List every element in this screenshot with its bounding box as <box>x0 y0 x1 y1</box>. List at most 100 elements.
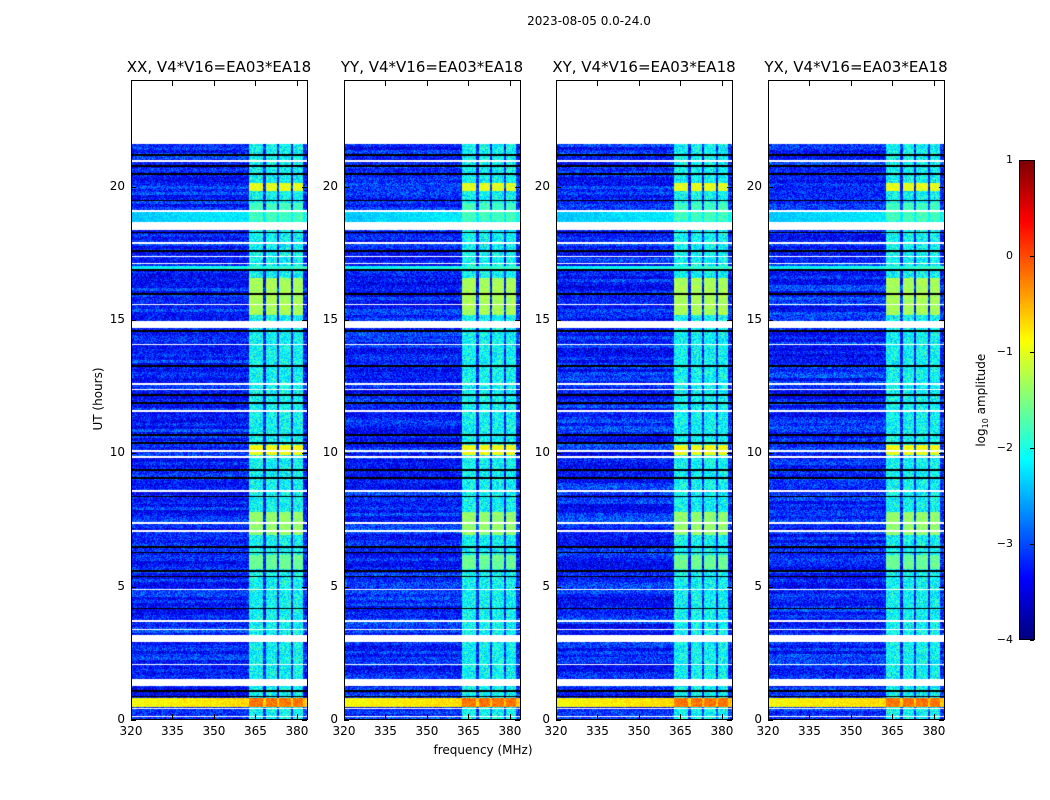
y-tick-label: 20 <box>534 178 550 193</box>
x-tick-mark-top <box>809 81 811 86</box>
x-tick-mark-top <box>556 81 557 86</box>
x-tick-label: 365 <box>457 724 480 738</box>
colorbar-tick-label: −3 <box>996 537 1013 550</box>
y-tick-mark <box>131 720 136 721</box>
y-tick-label: 20 <box>746 178 762 193</box>
x-tick-mark-top <box>296 81 298 86</box>
y-tick-mark-right <box>727 186 732 188</box>
colorbar-tick-mark <box>1030 544 1034 545</box>
x-tick-mark <box>131 714 132 719</box>
waterfall-panel-xx <box>131 80 308 720</box>
y-tick-mark-right <box>302 720 307 721</box>
x-tick-label: 365 <box>244 724 267 738</box>
y-tick-label: 20 <box>322 178 338 193</box>
x-tick-mark-top <box>638 81 640 86</box>
y-tick-label: 0 <box>117 712 125 726</box>
colorbar-tick-mark <box>1030 256 1034 257</box>
x-tick-label: 380 <box>922 724 946 738</box>
x-tick-label: 350 <box>415 724 439 738</box>
panel-title: XY, V4*V16=EA03*EA18 <box>552 58 736 76</box>
x-tick-mark <box>213 714 215 719</box>
y-tick-label: 5 <box>330 578 338 593</box>
y-tick-mark <box>768 586 773 588</box>
x-tick-mark <box>426 714 428 719</box>
y-tick-mark-right <box>302 453 307 455</box>
x-tick-mark <box>809 714 811 719</box>
y-tick-mark <box>556 720 561 721</box>
waterfall-panel-xy <box>556 80 733 720</box>
waterfall-panel-yy <box>344 80 521 720</box>
x-tick-mark <box>172 714 174 719</box>
x-tick-mark <box>296 714 298 719</box>
y-tick-mark <box>556 186 561 188</box>
y-tick-mark <box>768 186 773 188</box>
y-tick-mark <box>344 186 349 188</box>
colorbar-gradient <box>1020 161 1034 639</box>
y-tick-label: 10 <box>109 445 125 460</box>
y-tick-mark <box>556 586 561 588</box>
x-tick-mark-top <box>892 81 894 86</box>
y-tick-mark-right <box>515 320 520 321</box>
y-tick-mark <box>768 720 773 721</box>
x-tick-label: 365 <box>881 724 904 738</box>
y-tick-label: 5 <box>754 578 762 593</box>
x-tick-mark <box>933 714 935 719</box>
y-tick-mark-right <box>302 186 307 188</box>
x-tick-mark-top <box>426 81 428 86</box>
y-tick-label: 5 <box>542 578 550 593</box>
colorbar-label-tail: amplitude <box>973 353 988 419</box>
y-tick-label: 5 <box>117 578 125 593</box>
x-tick-label: 365 <box>669 724 692 738</box>
colorbar-tick-label: −2 <box>996 441 1013 454</box>
y-tick-mark <box>768 453 773 455</box>
y-tick-mark-right <box>515 720 520 721</box>
y-tick-label: 20 <box>109 178 125 193</box>
panel-title: YY, V4*V16=EA03*EA18 <box>340 58 524 76</box>
x-tick-label: 350 <box>839 724 863 738</box>
colorbar-tick-mark <box>1030 352 1034 353</box>
y-tick-mark-right <box>302 320 307 321</box>
y-tick-mark-right <box>939 186 944 188</box>
colorbar-tick-mark <box>1030 448 1034 449</box>
x-tick-label: 350 <box>627 724 651 738</box>
x-tick-mark-top <box>255 81 257 86</box>
heatmap-image <box>345 81 520 719</box>
x-tick-label: 320 <box>756 724 780 738</box>
heatmap-image <box>132 81 307 719</box>
y-tick-mark-right <box>515 186 520 188</box>
x-tick-mark <box>768 714 769 719</box>
y-tick-mark-right <box>727 320 732 321</box>
y-tick-mark <box>344 586 349 588</box>
x-tick-mark <box>509 714 511 719</box>
x-tick-mark-top <box>933 81 935 86</box>
x-tick-mark-top <box>680 81 682 86</box>
colorbar-label-sub: 10 <box>981 418 991 429</box>
waterfall-panel-yx <box>768 80 945 720</box>
y-tick-mark-right <box>727 720 732 721</box>
x-tick-mark-top <box>131 81 132 86</box>
panel-title: XX, V4*V16=EA03*EA18 <box>126 58 312 76</box>
heatmap-image <box>769 81 944 719</box>
colorbar <box>1019 160 1035 640</box>
y-tick-mark <box>344 320 349 321</box>
x-tick-label: 380 <box>498 724 522 738</box>
x-tick-mark <box>468 714 470 719</box>
colorbar-tick-label: −4 <box>996 633 1013 646</box>
x-tick-mark <box>344 714 345 719</box>
y-tick-mark-right <box>939 453 944 455</box>
x-tick-mark-top <box>850 81 852 86</box>
x-tick-mark <box>892 714 894 719</box>
y-tick-label: 15 <box>322 312 338 326</box>
y-tick-mark <box>556 453 561 455</box>
x-tick-mark-top <box>721 81 723 86</box>
x-tick-label: 380 <box>285 724 309 738</box>
heatmap-image <box>557 81 732 719</box>
x-tick-mark-top <box>344 81 345 86</box>
x-tick-mark-top <box>172 81 174 86</box>
y-tick-mark <box>131 453 136 455</box>
y-tick-label: 0 <box>330 712 338 726</box>
y-tick-mark <box>556 320 561 321</box>
y-tick-mark <box>344 453 349 455</box>
x-tick-mark <box>385 714 387 719</box>
